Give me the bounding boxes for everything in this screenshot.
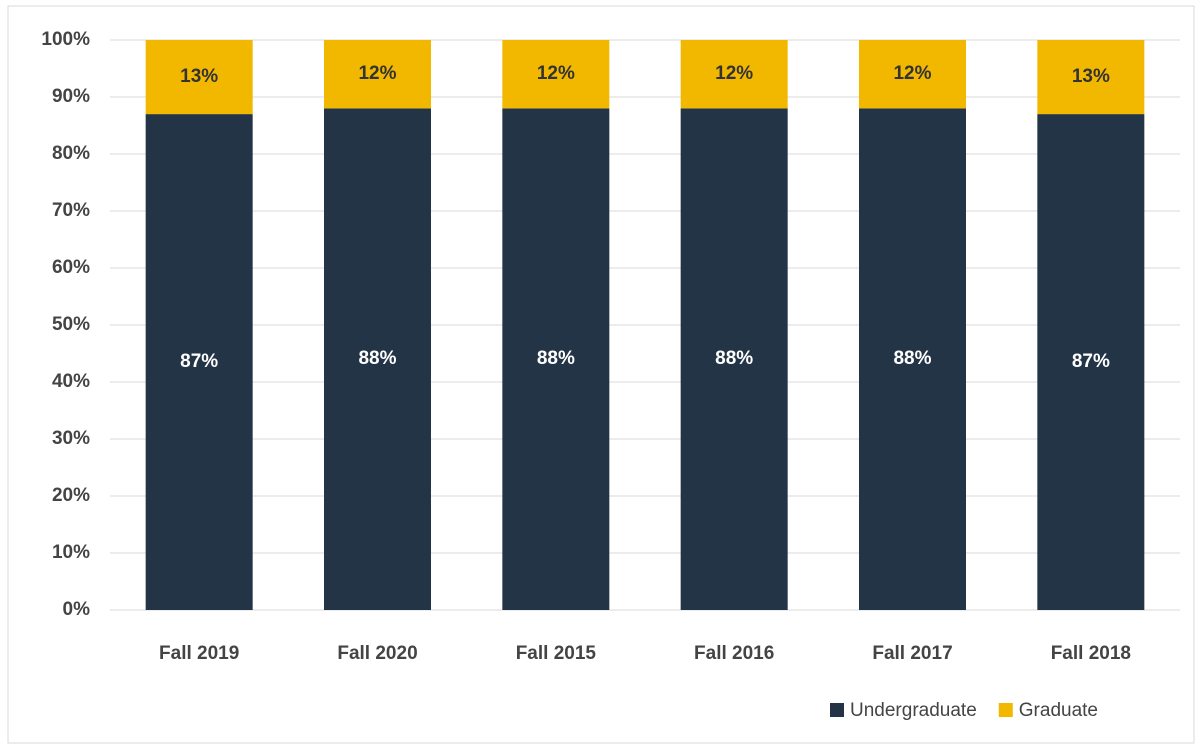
y-tick-label: 50% (52, 314, 90, 335)
data-label: 13% (180, 66, 218, 87)
x-tick-label: Fall 2019 (159, 643, 239, 664)
bar-segment (859, 108, 966, 611)
legend-label: Graduate (1019, 700, 1098, 721)
x-tick-label: Fall 2020 (337, 643, 417, 664)
data-label: 87% (180, 351, 218, 372)
y-tick-label: 60% (52, 257, 90, 278)
data-label: 12% (537, 63, 575, 84)
legend-swatch (998, 703, 1013, 717)
bar-segment (502, 40, 610, 109)
x-tick-label: Fall 2017 (872, 643, 952, 664)
y-tick-label: 40% (52, 371, 90, 392)
y-tick-label: 20% (52, 485, 90, 506)
data-label: 13% (1072, 66, 1110, 87)
bar-segment (859, 40, 966, 109)
data-label: 12% (893, 63, 931, 84)
data-label: 87% (1072, 351, 1110, 372)
y-tick-label: 100% (41, 29, 90, 50)
bar-segment (1037, 114, 1145, 610)
data-label: 88% (537, 348, 575, 369)
y-tick-label: 30% (52, 428, 90, 449)
y-tick-label: 0% (63, 599, 91, 620)
legend-swatch (830, 703, 844, 717)
bar-segment (324, 108, 431, 611)
bar-segment (324, 40, 431, 109)
x-tick-label: Fall 2018 (1051, 643, 1131, 664)
data-label: 88% (715, 348, 753, 369)
data-label: 88% (893, 348, 931, 369)
bar-segment (145, 40, 253, 115)
x-tick-label: Fall 2016 (694, 643, 774, 664)
data-label: 88% (358, 348, 396, 369)
data-label: 12% (715, 63, 753, 84)
data-label: 12% (358, 63, 396, 84)
y-tick-label: 70% (52, 200, 90, 221)
bar-segment (680, 108, 788, 611)
bar-segment (502, 108, 610, 611)
bar-segment (680, 40, 788, 109)
x-tick-label: Fall 2015 (516, 643, 597, 664)
legend-label: Undergraduate (850, 700, 977, 721)
y-tick-label: 10% (52, 542, 90, 563)
bar-segment (1037, 40, 1145, 115)
bar-segment (145, 114, 253, 610)
y-tick-label: 80% (52, 143, 90, 164)
y-tick-label: 90% (52, 86, 90, 107)
